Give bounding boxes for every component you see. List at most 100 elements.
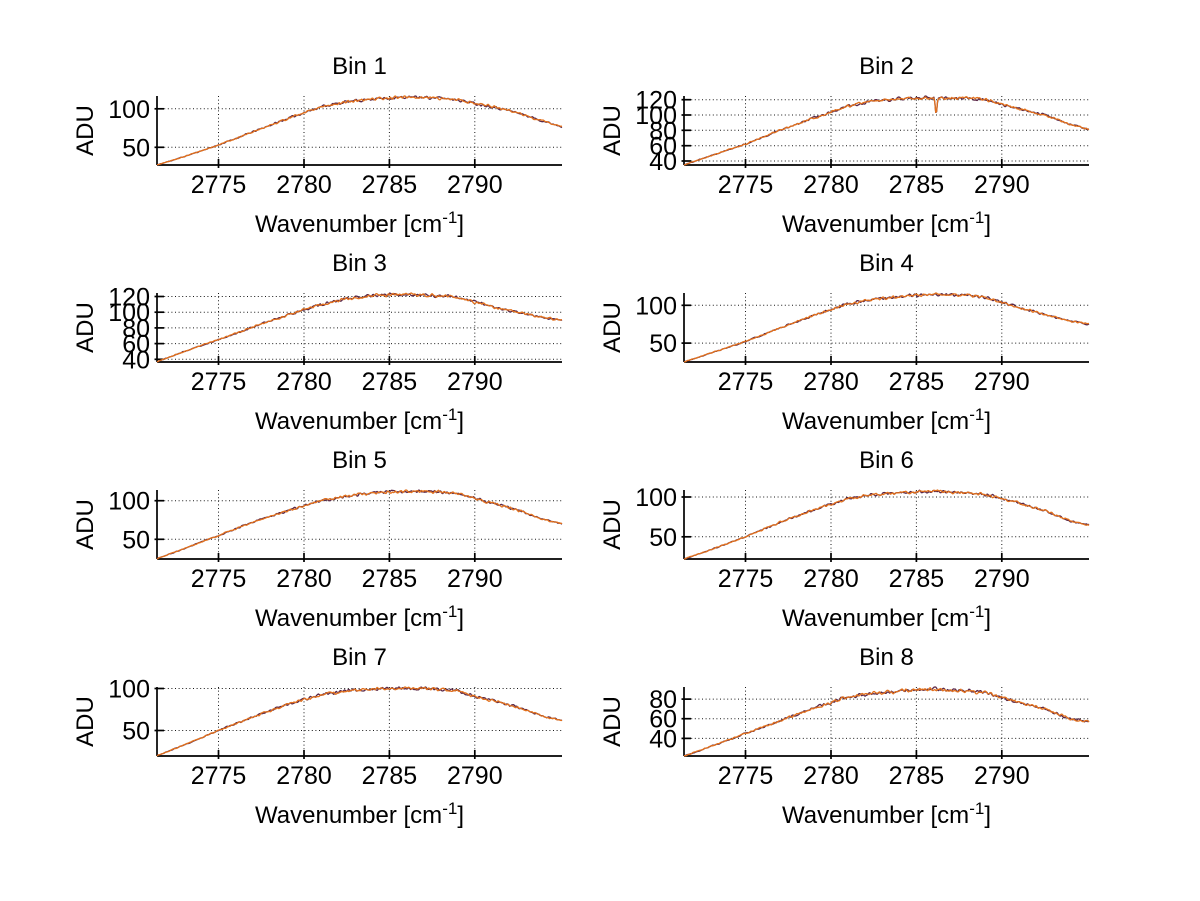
x-tick-label: 2790 [974,762,1030,790]
x-tick-label: 2790 [974,565,1030,593]
series-overlay-line [156,489,563,560]
x-axis-label: Wavenumber [cm-1] [255,208,464,238]
x-tick-label: 2775 [718,368,774,396]
y-tick-label: 100 [108,676,150,704]
subplot-bin-4: 2775 2780 2785 2790 50 100 Bin 4 ADU Wavenumb… [599,250,1090,435]
y-tick-label: 60 [122,331,150,359]
axes [681,293,1089,365]
y-tick-label: 100 [635,484,677,512]
subplot-title: Bin 8 [859,644,914,671]
plot-area: 2775 2780 2785 2790 50 100 [108,488,563,593]
subplot-bin-7: 2775 2780 2785 2790 50 100 Bin 7 ADU Wavenumb… [72,644,563,829]
series-underlay-line [683,489,1090,560]
plot-area: 2775 2780 2785 2790 50 100 [108,95,563,199]
subplot-bin-6: 2775 2780 2785 2790 50 100 Bin 6 ADU Wavenumb… [599,447,1090,632]
x-axis-label: Wavenumber [cm-1] [782,602,991,632]
x-tick-label: 2775 [718,171,774,199]
x-axis-label: Wavenumber [cm-1] [255,799,464,829]
x-tick-label: 2780 [803,368,859,396]
plot-area: 2775 2780 2785 2790 50 100 [635,292,1090,396]
y-axis-label: ADU [599,302,626,353]
y-tick-label: 50 [122,134,150,162]
y-axis-label: ADU [72,499,99,550]
series-overlay-line [683,489,1090,560]
x-tick-label: 2780 [276,368,332,396]
x-tick-label: 2785 [889,368,945,396]
gridlines [157,687,562,756]
x-tick-label: 2780 [276,171,332,199]
y-tick-label: 40 [122,346,150,374]
subplot-title: Bin 6 [859,447,914,474]
subplot-title: Bin 7 [332,644,387,671]
subplot-bin-1: 2775 2780 2785 2790 50 100 Bin 1 ADU Wavenumb… [72,53,563,238]
axes [154,96,562,168]
y-tick-label: 80 [122,315,150,343]
series-overlay-line [156,292,563,363]
y-axis-label: ADU [72,302,99,353]
axes [154,490,562,562]
y-tick-label: 100 [635,292,677,320]
y-tick-label: 60 [649,706,677,734]
y-tick-label: 80 [649,117,677,145]
x-tick-label: 2790 [447,762,503,790]
x-tick-label: 2775 [191,368,247,396]
series-underlay-line [156,686,563,757]
series-overlay-line [156,686,563,757]
y-tick-label: 60 [649,133,677,161]
axes [154,687,562,759]
subplot-title: Bin 4 [859,250,914,277]
gridlines [157,293,562,362]
y-tick-label: 50 [649,524,677,552]
tick-labels: 2775 2780 2785 2790 50 100 [108,676,502,791]
x-tick-label: 2775 [191,762,247,790]
subplot-bin-5: 2775 2780 2785 2790 50 100 Bin 5 ADU Wavenumb… [72,447,563,632]
tick-labels: 2775 2780 2785 2790 50 100 [635,292,1029,396]
x-tick-label: 2785 [362,762,418,790]
x-tick-label: 2790 [447,171,503,199]
y-tick-label: 40 [649,148,677,176]
series-underlay-line [683,686,1090,757]
x-tick-label: 2775 [718,565,774,593]
y-tick-label: 40 [649,725,677,753]
gridlines [684,490,1089,559]
gridlines [684,293,1089,362]
y-axis-label: ADU [72,696,99,747]
y-tick-label: 80 [649,686,677,714]
x-tick-label: 2780 [803,171,859,199]
tick-labels: 2775 2780 2785 2790 50 100 [108,96,502,199]
y-tick-label: 120 [108,284,150,312]
subplot-title: Bin 3 [332,250,387,277]
series-overlay-line [683,292,1089,363]
series-overlay-line [683,96,1090,166]
plot-area: 2775 2780 2785 2790 50 100 [108,676,563,791]
y-axis-label: ADU [599,499,626,550]
x-tick-label: 2785 [889,565,945,593]
x-axis-label: Wavenumber [cm-1] [255,405,464,435]
subplot-title: Bin 2 [859,53,914,80]
tick-labels: 2775 2780 2785 2790 50 100 [108,488,502,593]
axes [681,96,1089,168]
x-tick-label: 2780 [276,762,332,790]
x-tick-label: 2790 [447,565,503,593]
gridlines [157,490,562,559]
subplot-title: Bin 1 [332,53,387,80]
axes [681,687,1089,759]
plot-area: 2775 2780 2785 2790 50 100 [635,484,1090,593]
series-overlay-line [683,687,1090,757]
gridlines [684,96,1089,165]
y-axis-label: ADU [599,105,626,156]
x-tick-label: 2780 [803,565,859,593]
series-underlay-line [156,95,563,166]
x-axis-label: Wavenumber [cm-1] [782,405,991,435]
x-axis-label: Wavenumber [cm-1] [782,799,991,829]
x-tick-label: 2785 [362,368,418,396]
y-axis-label: ADU [72,105,99,156]
x-tick-label: 2785 [889,171,945,199]
